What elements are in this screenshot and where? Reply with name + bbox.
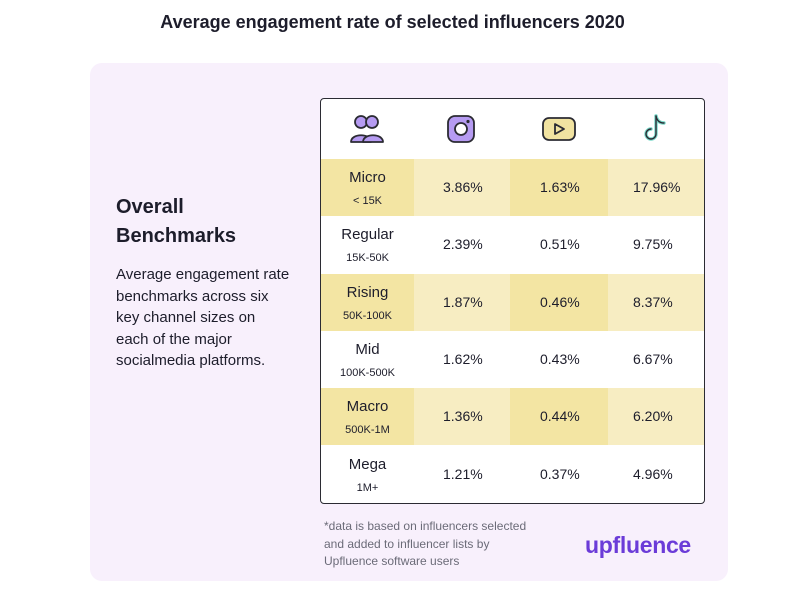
tier-name: Mid [355,340,380,358]
tier-range: < 15K [352,195,383,207]
table-row: Macro 500K-1M 1.36% 0.44% 6.20% [321,388,704,446]
people-icon [347,113,387,145]
instagram-rate: 1.21% [443,465,483,482]
tiktok-rate: 4.96% [633,465,673,482]
tiktok-icon [635,113,675,145]
table-cell-bg [414,273,510,331]
table-row: Mega 1M+ 1.21% 0.37% 4.96% [321,446,704,503]
heading-line-2: Benchmarks [116,225,237,247]
youtube-rate: 0.43% [540,350,580,367]
table-cell-bg [321,388,414,446]
upfluence-logo: upfluence [585,532,691,558]
table-cell-bg [414,159,510,216]
table-row: Regular 15K-50K 2.39% 0.51% 9.75% [321,216,704,273]
section-description: Average engagement rate benchmarks acros… [116,266,290,369]
youtube-icon [539,113,579,145]
table-cell-bg [321,216,414,273]
table-cell-bg [510,273,608,331]
instagram-rate: 3.86% [443,179,483,195]
tier-name: Regular [341,226,394,244]
table-row: Mid 100K-500K 1.62% 0.43% 6.67% [321,331,704,388]
tiktok-rate: 9.75% [633,236,673,253]
tier-range: 500K-1M [345,424,390,437]
instagram-rate: 1.36% [443,408,483,425]
table-cell-bg [608,388,704,446]
heading-line-1: Overall [116,196,184,218]
chart-title: Average engagement rate of selected infl… [160,12,625,32]
table-cell-bg [321,159,414,216]
tier-name: Rising [346,283,389,301]
youtube-rate: 0.44% [540,408,580,425]
tiktok-rate: 8.37% [633,293,673,310]
section-heading: Overall Benchmarks [116,193,286,251]
table-cell-bg [510,159,608,216]
table-cell-bg [414,388,510,446]
youtube-rate: 0.51% [540,236,580,253]
instagram-rate: 1.62% [443,350,483,367]
tier-name: Macro [346,398,389,416]
tiktok-rate: 6.20% [633,408,673,425]
tier-range: 100K-500K [339,366,396,379]
tier-name: Mega [348,455,387,473]
tier-name: Micro [349,169,386,186]
table-cell-bg [321,331,414,388]
youtube-rate: 1.63% [540,179,580,195]
table-cell-bg [608,159,704,216]
table-cell-bg [510,388,608,446]
instagram-icon [441,113,481,145]
table-header-row [321,99,704,159]
tier-range: 50K-100K [343,309,392,322]
instagram-rate: 1.87% [443,293,483,310]
table-cell-bg [321,446,414,503]
tier-range: 15K-50K [346,252,389,265]
footnote: *data is based on influencers selected a… [324,519,527,568]
table-row: Micro < 15K 3.86% 1.63% 17.96% [321,159,704,216]
youtube-rate: 0.46% [540,293,580,310]
tiktok-rate: 6.67% [633,350,673,367]
table-cell-bg [321,273,414,331]
table-cell-bg [608,273,704,331]
instagram-rate: 2.39% [443,236,483,253]
tiktok-rate: 17.96% [633,179,681,195]
tier-range: 1M+ [356,481,379,494]
youtube-rate: 0.37% [540,465,580,482]
benchmark-table: Micro < 15K 3.86% 1.63% 17.96% Regular 15K-50K… [320,98,705,504]
table-row: Rising 50K-100K 1.87% 0.46% 8.37% [321,273,704,331]
